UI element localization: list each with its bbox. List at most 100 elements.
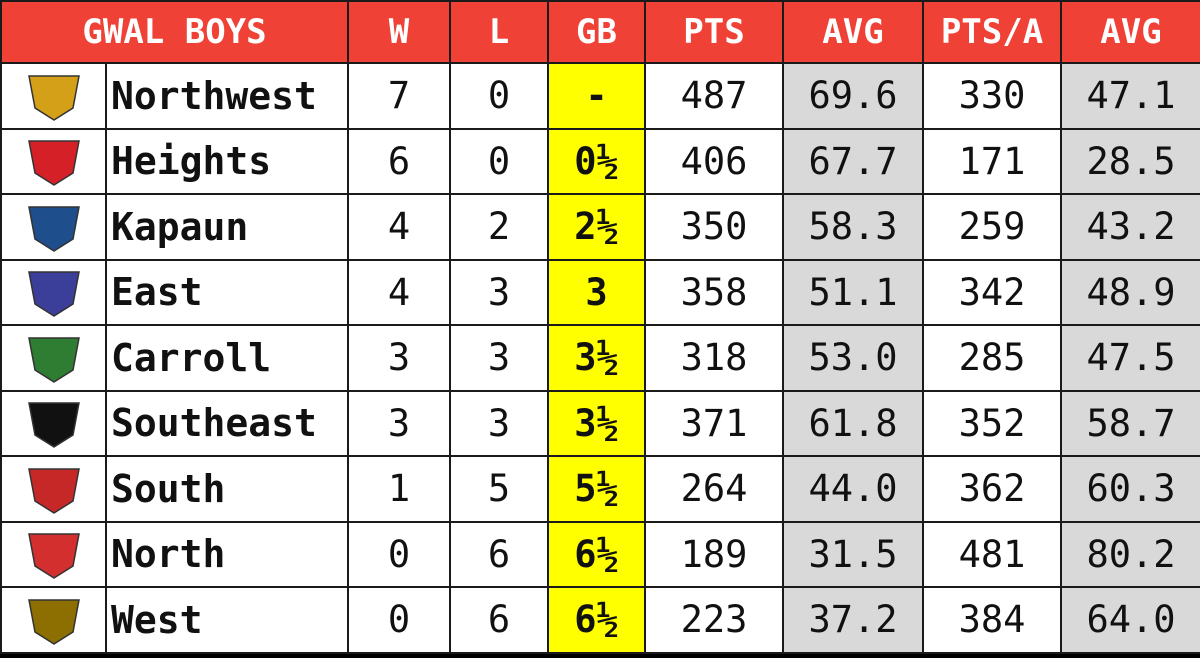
- points-allowed: 384: [922, 586, 1063, 654]
- team-logo: [27, 206, 80, 252]
- team-logo: [27, 75, 80, 121]
- logo-cell: [0, 455, 107, 523]
- wins: 6: [347, 127, 452, 195]
- wins: 4: [347, 193, 452, 261]
- points-average: 51.1: [782, 258, 925, 326]
- header-cell: PTS: [644, 0, 785, 64]
- points: 223: [644, 586, 785, 654]
- team-logo: [27, 402, 80, 449]
- points-allowed: 171: [922, 127, 1063, 195]
- points-average: 58.3: [782, 193, 925, 261]
- games-behind: 6½: [547, 520, 647, 588]
- logo-cell: [0, 586, 107, 654]
- team-name: Heights: [104, 127, 350, 195]
- header-cell: GB: [547, 0, 647, 64]
- losses: 2: [449, 193, 550, 261]
- wins: 4: [347, 258, 452, 326]
- points-average: 67.7: [782, 127, 925, 195]
- points: 487: [644, 62, 785, 130]
- points-allowed-average: 58.7: [1060, 389, 1200, 457]
- points-allowed-average: 47.1: [1060, 62, 1200, 130]
- team-row: Carroll 3 3 3½ 318 53.0 285 47.5: [0, 324, 1200, 392]
- points-allowed-average: 43.2: [1060, 193, 1200, 261]
- wins: 0: [347, 586, 452, 654]
- wins: 7: [347, 62, 452, 130]
- points-allowed: 352: [922, 389, 1063, 457]
- games-behind: 3½: [547, 324, 647, 392]
- logo-cell: [0, 62, 107, 130]
- header-cell: AVG: [1060, 0, 1200, 64]
- points-allowed: 342: [922, 258, 1063, 326]
- points: 318: [644, 324, 785, 392]
- team-logo: [27, 599, 80, 645]
- points-allowed-average: 64.0: [1060, 586, 1200, 654]
- team-name: West: [104, 586, 350, 654]
- points-allowed: 259: [922, 193, 1063, 261]
- logo-cell: [0, 389, 107, 457]
- team-name: Carroll: [104, 324, 350, 392]
- team-logo: [27, 140, 80, 187]
- wins: 3: [347, 324, 452, 392]
- team-name: North: [104, 520, 350, 588]
- header-cell: L: [449, 0, 550, 64]
- header-title: GWAL BOYS: [0, 0, 350, 64]
- logo-cell: [0, 127, 107, 195]
- points-average: 44.0: [782, 455, 925, 523]
- team-row: Northwest 7 0-487 69.6 330 47.1: [0, 62, 1200, 130]
- wins: 0: [347, 520, 452, 588]
- wins: 3: [347, 389, 452, 457]
- header-cell: AVG: [782, 0, 925, 64]
- games-behind: 3: [547, 258, 647, 326]
- points-allowed: 330: [922, 62, 1063, 130]
- team-row: Southeast 3 3 3½ 371 61.8 352 58.7: [0, 389, 1200, 457]
- points-average: 61.8: [782, 389, 925, 457]
- losses: 5: [449, 455, 550, 523]
- points: 350: [644, 193, 785, 261]
- games-behind: 0½: [547, 127, 647, 195]
- losses: 3: [449, 389, 550, 457]
- losses: 3: [449, 324, 550, 392]
- points-average: 31.5: [782, 520, 925, 588]
- team-row: West 0 6 6½ 223 37.2 384 64.0: [0, 586, 1200, 654]
- points-average: 37.2: [782, 586, 925, 654]
- team-name: South: [104, 455, 350, 523]
- header-cell: W: [347, 0, 452, 64]
- games-behind: 5½: [547, 455, 647, 523]
- points-allowed-average: 47.5: [1060, 324, 1200, 392]
- points-allowed-average: 28.5: [1060, 127, 1200, 195]
- points: 189: [644, 520, 785, 588]
- games-behind: -: [547, 62, 647, 130]
- points: 358: [644, 258, 785, 326]
- team-row: Kapaun 4 2 2½ 350 58.3 259 43.2: [0, 193, 1200, 261]
- points-average: 53.0: [782, 324, 925, 392]
- team-row: Heights 6 0 0½ 406 67.7 171 28.5: [0, 127, 1200, 195]
- logo-cell: [0, 193, 107, 261]
- points-allowed-average: 48.9: [1060, 258, 1200, 326]
- games-behind: 3½: [547, 389, 647, 457]
- points-allowed: 481: [922, 520, 1063, 588]
- team-name: East: [104, 258, 350, 326]
- points-allowed: 285: [922, 324, 1063, 392]
- team-name: Southeast: [104, 389, 350, 457]
- points-allowed-average: 80.2: [1060, 520, 1200, 588]
- team-logo: [27, 533, 80, 580]
- points-average: 69.6: [782, 62, 925, 130]
- team-logo: [27, 271, 80, 318]
- losses: 3: [449, 258, 550, 326]
- losses: 6: [449, 586, 550, 654]
- games-behind: 2½: [547, 193, 647, 261]
- logo-cell: [0, 258, 107, 326]
- team-logo: [27, 468, 80, 514]
- team-logo: [27, 337, 80, 383]
- losses: 6: [449, 520, 550, 588]
- points-allowed: 362: [922, 455, 1063, 523]
- games-behind: 6½: [547, 586, 647, 654]
- wins: 1: [347, 455, 452, 523]
- points: 371: [644, 389, 785, 457]
- team-row: East 4 3 3 358 51.1 342 48.9: [0, 258, 1200, 326]
- team-row: South 1 5 5½ 264 44.0 362 60.3: [0, 455, 1200, 523]
- header-cell: PTS/A: [922, 0, 1063, 64]
- team-name: Northwest: [104, 62, 350, 130]
